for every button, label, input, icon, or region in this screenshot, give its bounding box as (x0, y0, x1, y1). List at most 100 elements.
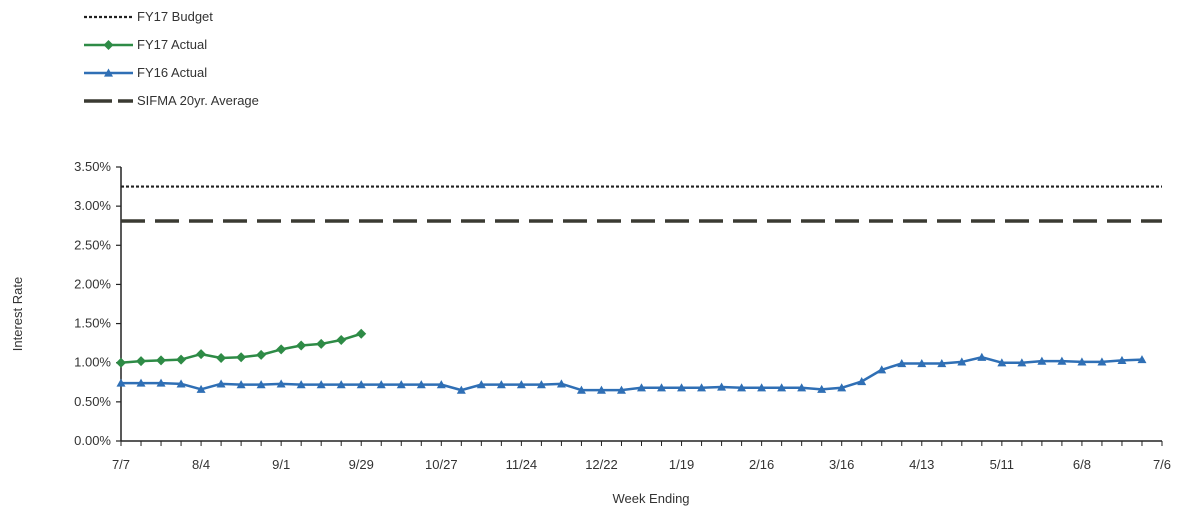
series-line (121, 355, 1143, 392)
legend-label: FY16 Actual (137, 65, 207, 80)
series-fy17-actual (116, 328, 367, 368)
data-point (957, 357, 967, 366)
data-point (1137, 355, 1147, 364)
y-tick-label: 2.50% (74, 237, 111, 252)
x-tick-label: 9/1 (272, 457, 290, 472)
data-point (336, 380, 346, 389)
data-point (576, 385, 586, 394)
data-point (456, 385, 466, 394)
data-point (596, 385, 606, 394)
data-point (857, 377, 867, 386)
data-point (556, 379, 566, 388)
x-tick-label: 4/13 (909, 457, 934, 472)
data-point (757, 383, 767, 392)
y-tick-label: 3.50% (74, 159, 111, 174)
data-point (516, 380, 526, 389)
data-point (316, 338, 327, 349)
data-point (1057, 356, 1067, 365)
data-point (837, 383, 847, 392)
data-point (997, 358, 1007, 367)
x-tick-label: 6/8 (1073, 457, 1091, 472)
data-point (156, 355, 167, 366)
data-point (276, 344, 287, 355)
data-point (356, 328, 367, 339)
x-tick-label: 10/27 (425, 457, 458, 472)
data-point (336, 335, 347, 346)
legend-item: FY17 Budget (84, 9, 213, 24)
data-point (717, 382, 727, 391)
series-fy16-actual (116, 352, 1147, 394)
legend-label: SIFMA 20yr. Average (137, 93, 259, 108)
data-point (1097, 357, 1107, 366)
data-point (396, 380, 406, 389)
x-tick-label: 3/16 (829, 457, 854, 472)
data-point (116, 357, 126, 368)
data-point (216, 379, 226, 388)
data-point (176, 354, 187, 365)
data-point (637, 383, 646, 392)
data-point (196, 349, 207, 360)
data-point (1117, 355, 1127, 364)
data-point (296, 380, 306, 389)
data-point (496, 380, 506, 389)
data-point (103, 40, 114, 50)
data-point (777, 383, 787, 392)
data-point (356, 380, 366, 389)
data-point (737, 383, 747, 392)
data-point (276, 379, 286, 388)
data-point (256, 349, 267, 360)
series-layer (116, 185, 1162, 394)
data-point (216, 353, 227, 364)
y-tick-label: 0.50% (74, 394, 111, 409)
data-point (797, 383, 807, 392)
y-tick-label: 2.00% (74, 276, 111, 291)
legend-label: FY17 Actual (137, 37, 207, 52)
data-point (917, 358, 927, 368)
y-axis-title: Interest Rate (10, 277, 25, 351)
data-point (236, 352, 247, 363)
data-point (116, 378, 126, 387)
x-tick-label: 8/4 (192, 457, 210, 472)
y-axis: 0.00% 0.50% 1.00% 1.50% 2.00% 2.50% 3.00% 3.50% (74, 159, 122, 448)
data-point (897, 358, 907, 368)
data-point (1077, 357, 1087, 366)
data-point (176, 379, 186, 388)
legend-item: FY16 Actual (84, 65, 207, 80)
y-tick-label: 1.50% (74, 316, 111, 331)
data-point (1037, 356, 1047, 365)
data-point (877, 365, 887, 374)
x-tick-label: 1/19 (669, 457, 694, 472)
data-point (616, 385, 626, 394)
x-tick-label: 5/11 (990, 457, 1014, 472)
legend-label: FY17 Budget (137, 9, 213, 24)
data-point (1017, 358, 1027, 367)
legend-item: SIFMA 20yr. Average (84, 93, 259, 108)
data-point (977, 352, 987, 361)
data-point (657, 383, 667, 392)
data-point (436, 380, 446, 389)
x-axis-title: Week Ending (612, 491, 689, 506)
x-tick-label: 11/24 (506, 457, 538, 472)
data-point (376, 380, 386, 389)
data-point (136, 356, 147, 367)
x-tick-label: 2/16 (749, 457, 774, 472)
x-axis: 7/7 8/4 9/1 9/29 10/27 11/24 12/22 1/19 2/16 3/16… (112, 440, 1171, 472)
data-point (236, 380, 246, 389)
data-point (156, 378, 166, 387)
y-tick-label: 3.00% (74, 198, 111, 213)
x-tick-label: 7/6 (1153, 457, 1171, 472)
data-point (697, 383, 707, 392)
data-point (416, 380, 426, 389)
x-tick-label: 12/22 (585, 457, 618, 472)
x-tick-label: 9/29 (349, 457, 374, 472)
data-point (296, 340, 307, 351)
data-point (196, 384, 206, 393)
data-point (817, 384, 827, 393)
x-tick-label: 7/7 (112, 457, 130, 472)
data-point (677, 383, 687, 392)
data-point (316, 380, 326, 389)
y-tick-label: 1.00% (74, 355, 111, 370)
legend: FY17 Budget FY17 Actual FY16 Actual SIFMA 2… (84, 9, 259, 108)
data-point (937, 358, 947, 368)
